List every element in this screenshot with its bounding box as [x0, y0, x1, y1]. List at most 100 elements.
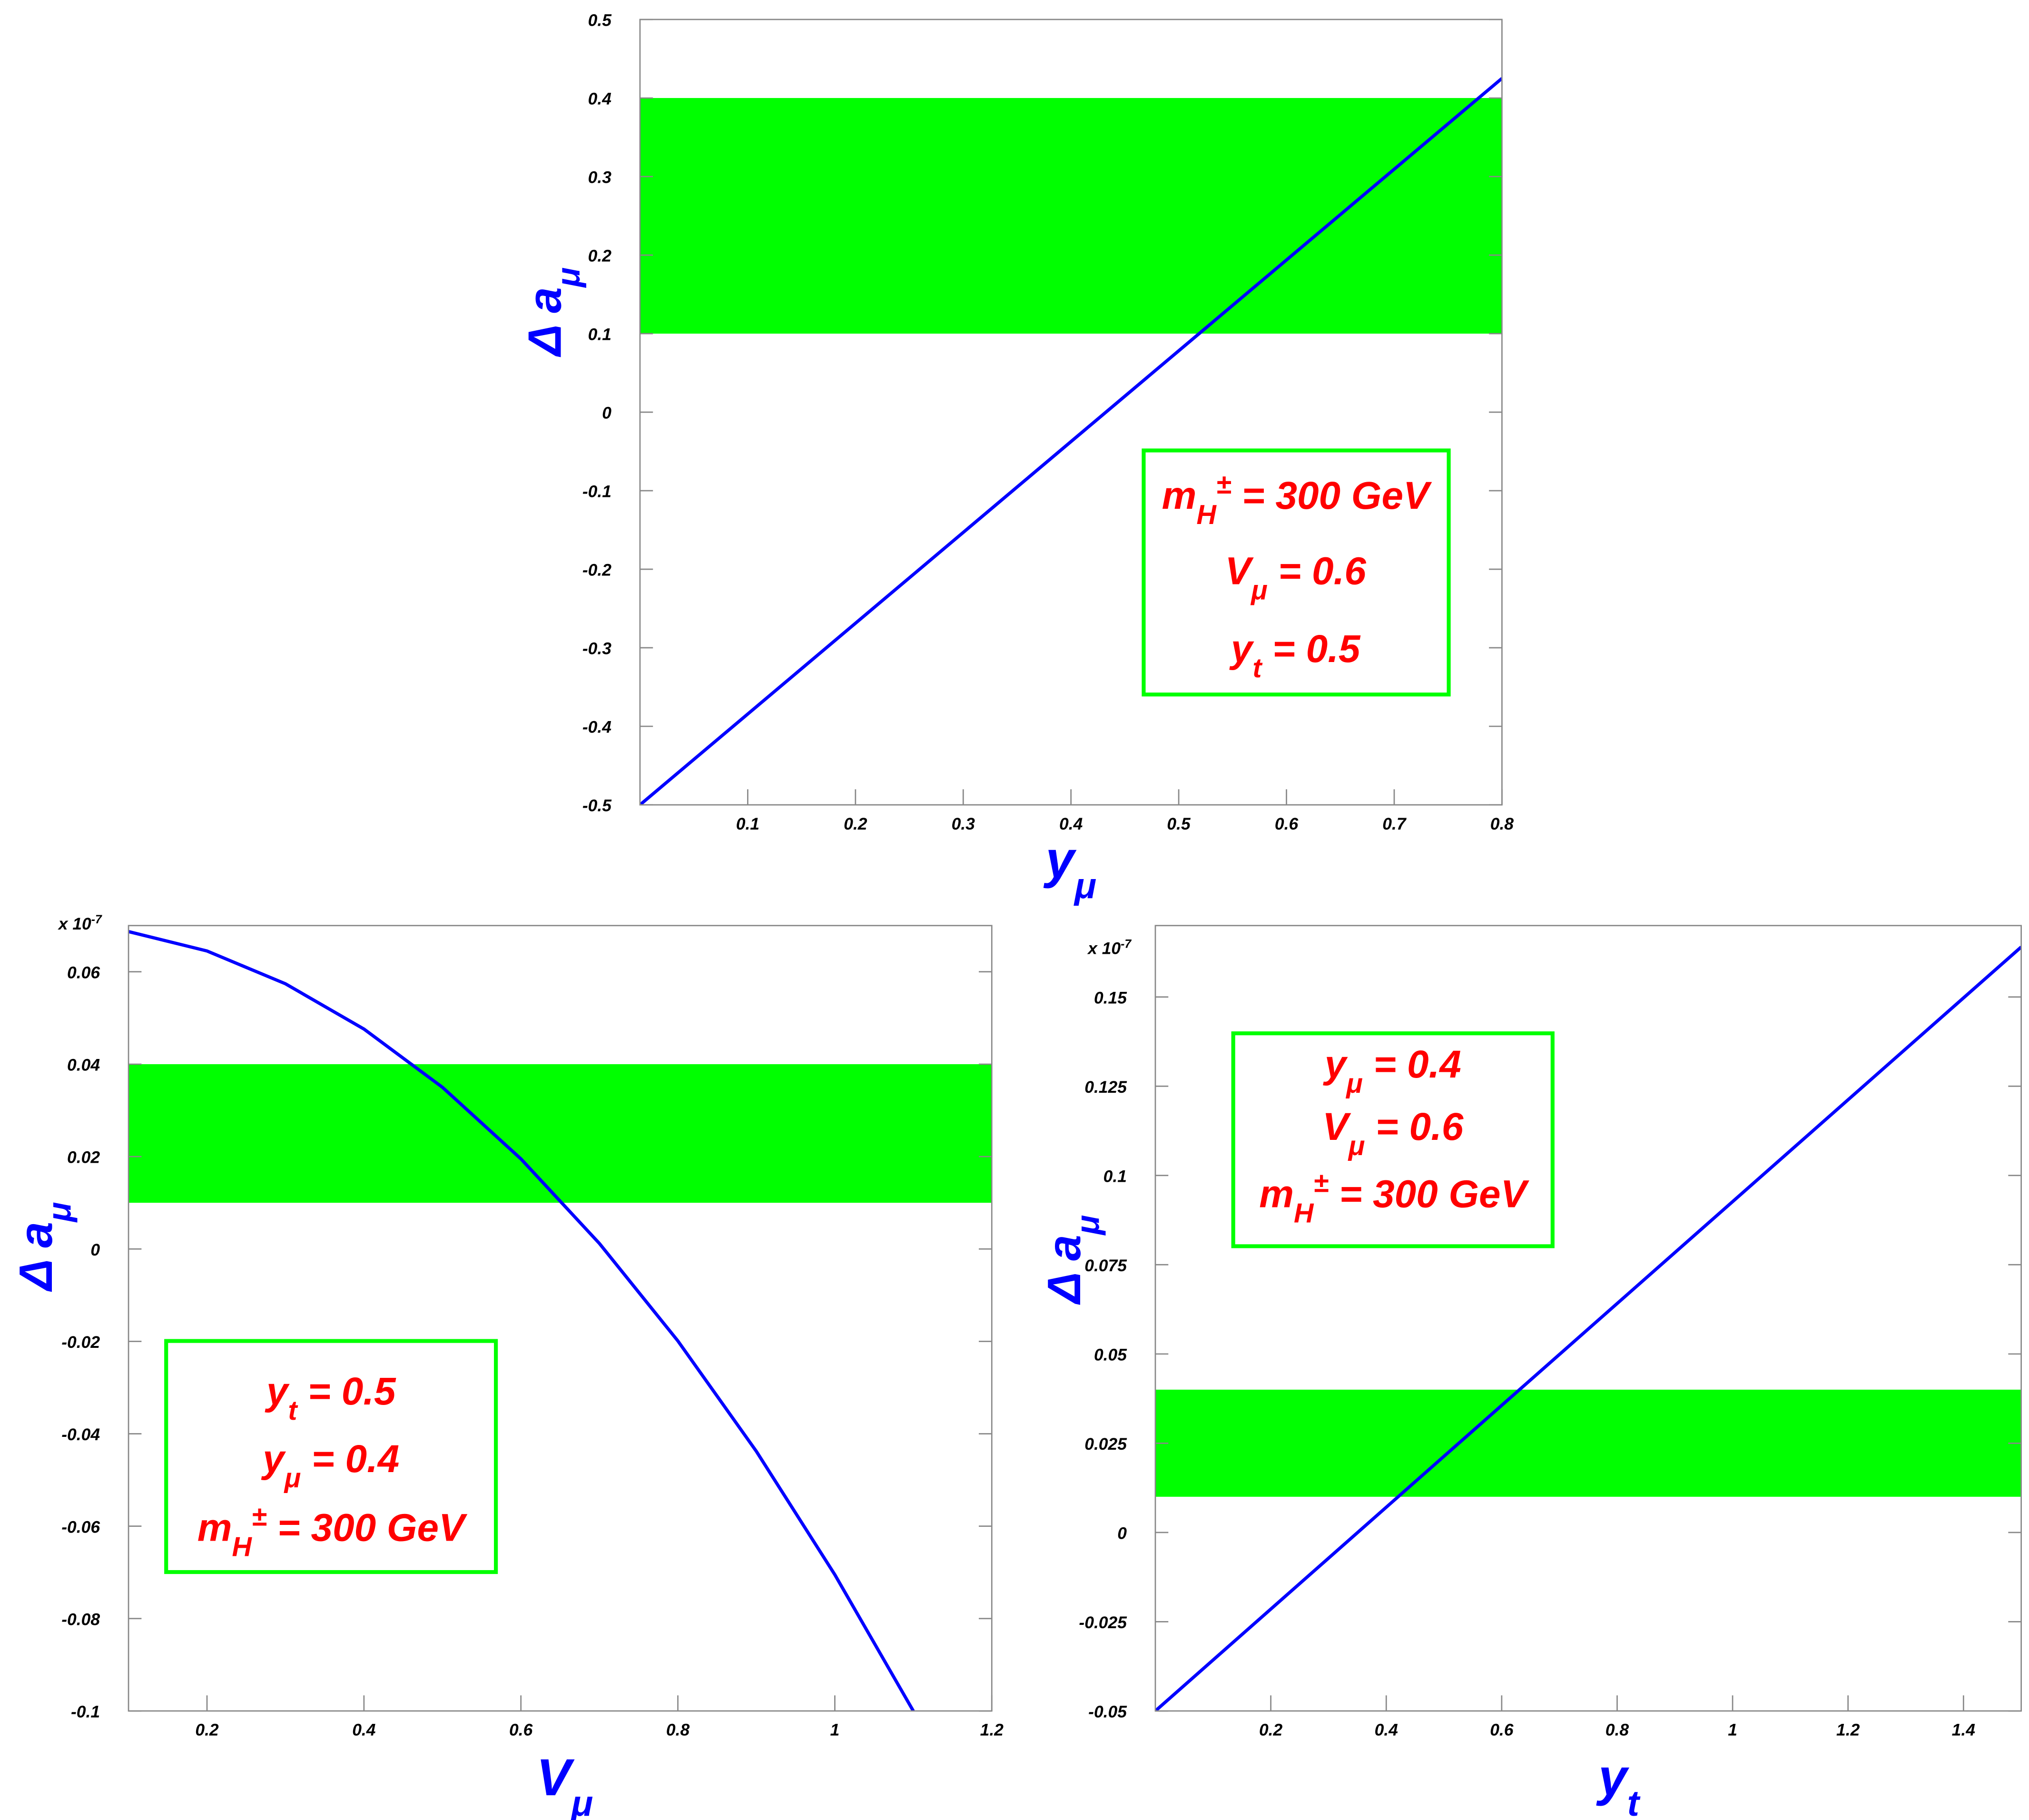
- y-tick-label: 0.5: [588, 11, 612, 30]
- subscript: μ: [41, 1202, 78, 1223]
- y-tick-label: 0.4: [588, 89, 612, 109]
- annotation-line: mH± = 300 GeV: [1259, 1168, 1529, 1229]
- annotation-line: yμ = 0.4: [1323, 1043, 1461, 1099]
- text-part: = 0.5: [297, 1370, 396, 1413]
- x-tick-label: 1: [830, 1721, 840, 1740]
- y-tick-label: -0.2: [582, 561, 611, 580]
- subscript: t: [1627, 1783, 1641, 1820]
- subscript: μ: [1348, 1131, 1365, 1161]
- text-part: m: [1162, 474, 1197, 517]
- subscript: t: [288, 1395, 298, 1426]
- text-part: = 300 GeV: [1231, 474, 1432, 517]
- y-tick-label: -0.06: [61, 1517, 100, 1536]
- subscript: H: [1196, 500, 1217, 530]
- supscript: -7: [91, 913, 102, 926]
- y-tick-label: 0.075: [1084, 1256, 1127, 1275]
- text-part: y: [1043, 831, 1077, 889]
- text-part: x 10: [1087, 939, 1121, 958]
- y-tick-label: -0.1: [71, 1702, 100, 1721]
- y-tick-label: 0.025: [1084, 1434, 1127, 1454]
- annotation-line: mH± = 300 GeV: [197, 1502, 468, 1563]
- y-tick-label: 0.05: [1094, 1345, 1127, 1364]
- text-part: = 0.5: [1261, 627, 1361, 671]
- subscript: H: [1294, 1198, 1314, 1229]
- subscript: μ: [570, 1783, 593, 1820]
- text-part: Δ a: [1038, 1235, 1090, 1305]
- y-tick-label: 0.1: [588, 325, 611, 344]
- y-tick-label: -0.4: [582, 718, 611, 737]
- text-part: y: [1229, 627, 1254, 671]
- x-tick-label: 0.7: [1382, 814, 1407, 833]
- x-tick-label: 0.8: [666, 1721, 690, 1740]
- x-tick-label: 1.2: [1836, 1721, 1860, 1740]
- text-part: m: [1259, 1173, 1294, 1216]
- plot-area: [128, 930, 992, 1711]
- y-tick-label: -0.025: [1079, 1613, 1127, 1632]
- text-part: x 10: [58, 914, 91, 933]
- y-tick-label: 0.1: [1103, 1167, 1127, 1186]
- x-tick-label: 0.1: [736, 814, 759, 833]
- subscript: H: [232, 1532, 252, 1563]
- x-tick-label: 1: [1728, 1721, 1737, 1740]
- plot-area: [1155, 946, 2021, 1711]
- y-axis-label: Δ aμ: [519, 267, 587, 358]
- y-tick-label: 0.3: [588, 168, 612, 187]
- text-part: = 0.6: [1365, 1105, 1464, 1148]
- annotation-line: mH± = 300 GeV: [1162, 469, 1432, 530]
- y-tick-label: -0.04: [61, 1425, 100, 1444]
- text-part: = 0.4: [1363, 1043, 1461, 1086]
- annotation-line: Vμ = 0.6: [1225, 549, 1367, 605]
- y-tick-label: 0.04: [67, 1056, 100, 1075]
- band: [640, 98, 1502, 334]
- y-tick-label: -0.1: [582, 482, 611, 501]
- x-tick-label: 0.2: [1259, 1721, 1283, 1740]
- text-part: y: [265, 1370, 290, 1413]
- text-part: m: [197, 1506, 232, 1550]
- y-axis-label: Δ aμ: [10, 1202, 78, 1293]
- plot-area: [640, 77, 1502, 805]
- text-part: V: [536, 1749, 575, 1807]
- y-tick-label: 0.06: [67, 963, 100, 982]
- text-part: Δ a: [519, 287, 571, 357]
- axis-multiplier: x 10-7: [1087, 938, 1132, 958]
- x-tick-label: 0.6: [1490, 1721, 1514, 1740]
- text-part: = 0.6: [1268, 549, 1367, 593]
- x-tick-label: 0.6: [509, 1721, 533, 1740]
- text-part: = 300 GeV: [1329, 1173, 1530, 1216]
- y-tick-label: 0.15: [1094, 988, 1127, 1007]
- x-tick-label: 0.3: [952, 814, 975, 833]
- annotation-box: [164, 1339, 498, 1574]
- y-axis-label: Δ aμ: [1038, 1215, 1106, 1306]
- annotation-line: yt = 0.5: [265, 1370, 396, 1426]
- plot-frame: [128, 925, 993, 1712]
- x-tick-label: 0.2: [844, 814, 867, 833]
- x-axis-label: yμ: [1043, 831, 1096, 906]
- data-line: [640, 77, 1502, 805]
- y-tick-label: 0.2: [588, 247, 612, 266]
- chart: -0.1 -0.08 -0.06 -0.04 -0.02 0 0.02 0.04 0.06 0.2…: [10, 913, 1004, 1820]
- x-tick-label: 0.5: [1167, 814, 1191, 833]
- annotation-line: yt = 0.5: [1229, 627, 1361, 683]
- annotation-box: [1231, 1031, 1555, 1248]
- subscript: μ: [550, 267, 586, 288]
- supscript: ±: [1313, 1168, 1329, 1198]
- text-part: y: [261, 1437, 286, 1481]
- x-tick-label: 0.4: [1375, 1721, 1399, 1740]
- x-tick-label: 0.6: [1275, 814, 1299, 833]
- subscript: μ: [1074, 865, 1096, 906]
- x-axis-label: yt: [1596, 1749, 1641, 1820]
- text-part: Δ a: [10, 1222, 62, 1292]
- x-tick-label: 1.4: [1952, 1721, 1976, 1740]
- band: [1155, 1389, 2021, 1497]
- y-tick-label: 0: [602, 404, 611, 423]
- y-tick-label: -0.08: [61, 1610, 100, 1629]
- y-tick-label: -0.5: [582, 796, 612, 815]
- axis-multiplier: x 10-7: [58, 913, 102, 933]
- y-tick-label: 0.02: [67, 1148, 100, 1167]
- annotation-line: Vμ = 0.6: [1322, 1105, 1464, 1161]
- y-tick-label: -0.02: [61, 1333, 100, 1352]
- x-tick-label: 0.4: [1059, 814, 1083, 833]
- band: [128, 1064, 992, 1203]
- chart: -0.05 -0.025 0 0.025 0.05 0.075 0.1 0.125 0.15 0.…: [1038, 925, 2022, 1820]
